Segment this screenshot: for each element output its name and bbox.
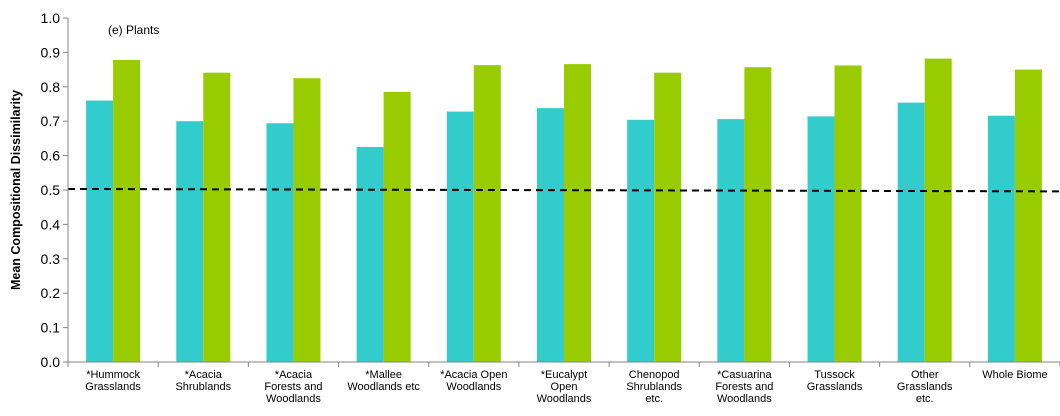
category-label-line: Forests and: [715, 381, 773, 393]
bar-series2-1: [113, 59, 141, 363]
category-label: *Acacia Forests and Woodlands: [264, 369, 322, 405]
bar-series1-7: [627, 119, 655, 362]
bar-series1-2: [176, 121, 204, 362]
category-label-line: Woodlands: [446, 381, 501, 393]
bar-series1-10: [897, 102, 925, 363]
bar-series2-8: [744, 67, 772, 362]
reference-line: [67, 187, 1060, 193]
category-label-line: *Mallee: [365, 369, 402, 381]
category-label-line: etc.: [645, 393, 663, 405]
category-label-line: Grasslands: [897, 381, 953, 393]
bar-series1-3: [266, 123, 294, 362]
category-label: *Mallee Woodlands etc: [347, 369, 420, 393]
category-label: Other Grasslands etc.: [897, 369, 953, 405]
category-label-line: Grasslands: [807, 381, 863, 393]
bar-series2-11: [1014, 69, 1042, 362]
bar-series2-7: [654, 72, 682, 363]
category-label: Chenopod Shrublands etc.: [626, 369, 682, 405]
category-label-line: *Acacia: [185, 369, 223, 381]
bar-series1-5: [446, 111, 474, 363]
bar-series2-5: [473, 65, 501, 363]
y-tick-label: 1.0: [41, 10, 61, 26]
y-tick-label: 0.2: [41, 285, 61, 301]
category-label: *Casuarina Forests and Woodlands: [715, 369, 773, 405]
category-label-line: *Hummock: [86, 369, 140, 381]
category-label: *Acacia Open Woodlands: [440, 369, 507, 393]
bar-series2-4: [383, 91, 411, 363]
y-tick-label: 0.3: [41, 251, 61, 267]
category-label-line: Woodlands: [266, 393, 321, 405]
category-label-line: etc.: [916, 393, 934, 405]
bar-series2-9: [834, 65, 862, 363]
category-label-line: Tussock: [814, 369, 855, 381]
category-label-line: Open: [551, 381, 578, 393]
bar-series1-6: [537, 108, 564, 363]
category-label-line: *Acacia Open: [440, 369, 507, 381]
category-label-line: Other: [911, 369, 939, 381]
bar-series1-8: [717, 119, 745, 362]
y-tick-label: 0.9: [41, 44, 61, 60]
category-label-line: Woodlands: [537, 393, 592, 405]
bar-series1-11: [987, 115, 1015, 362]
y-tick-label: 0.8: [41, 79, 61, 95]
category-label-line: *Eucalypt: [541, 369, 587, 381]
y-tick-label: 0.5: [41, 182, 61, 198]
category-label-line: Whole Biome: [982, 369, 1047, 381]
y-tick-label: 0.4: [41, 216, 61, 232]
category-label-line: Shrublands: [626, 381, 682, 393]
category-label: *Acacia Shrublands: [175, 369, 231, 393]
bar-series2-3: [293, 78, 321, 362]
bar-series2-2: [203, 72, 231, 363]
category-label-line: Chenopod: [629, 369, 680, 381]
y-tick-label: 0.7: [41, 113, 61, 129]
y-tick-label: 0.0: [41, 354, 61, 370]
category-label: *Eucalypt Open Woodlands: [537, 369, 592, 405]
bar-series1-1: [86, 100, 114, 362]
panel-label: (e) Plants: [108, 23, 159, 37]
category-label-line: *Acacia: [275, 369, 313, 381]
category-label: Whole Biome: [982, 369, 1047, 381]
category-label-line: Grasslands: [85, 381, 141, 393]
bars-layer: [86, 58, 1042, 363]
category-label-line: *Casuarina: [717, 369, 772, 381]
bar-series2-10: [924, 58, 952, 362]
bar-series1-4: [356, 147, 384, 362]
category-label-line: Shrublands: [175, 381, 231, 393]
y-tick-label: 0.1: [41, 320, 61, 336]
category-label-line: Woodlands etc: [347, 381, 420, 393]
reference-line-layer: [67, 187, 1060, 193]
bar-series2-6: [564, 64, 591, 362]
category-label: Tussock Grasslands: [807, 369, 863, 393]
y-axis-title: Mean Compositional Dissimilarity: [9, 90, 23, 290]
category-label-line: Forests and: [264, 381, 322, 393]
category-label-line: Woodlands: [717, 393, 772, 405]
labels-layer: 0.0 0.1 0.2 0.3 0.4 0.5 0.6 0.7 0.8 0.9 1.0 *Hummoc…: [41, 10, 1048, 405]
axes-layer: [63, 17, 1060, 367]
category-label: *Hummock Grasslands: [85, 369, 141, 393]
bar-series1-9: [807, 116, 835, 362]
y-tick-label: 0.6: [41, 148, 61, 164]
